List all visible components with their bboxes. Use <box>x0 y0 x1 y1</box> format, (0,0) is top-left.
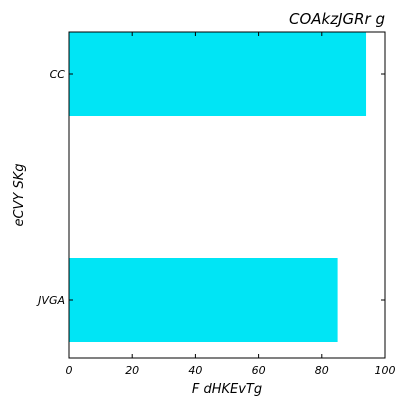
x-axis-label: F dHKEvTg <box>192 382 262 397</box>
y-tick-label: CC <box>50 68 66 81</box>
y-tick-label: JVGA <box>36 294 65 307</box>
bar-cc <box>69 32 367 116</box>
bar-jvga <box>69 258 338 342</box>
x-tick-label: 80 <box>315 364 329 377</box>
plot-frame <box>68 31 386 359</box>
x-tick-label: 60 <box>252 364 266 377</box>
x-tick-label: 0 <box>66 364 73 377</box>
y-axis-label: eCVY SKg <box>12 163 27 226</box>
x-tick-label: 40 <box>188 364 202 377</box>
x-tick-label: 100 <box>375 364 396 377</box>
x-tick-label: 20 <box>125 364 139 377</box>
plot-area: CC JVGA 0 20 40 60 80 100 <box>36 32 396 377</box>
chart-title: COAkzJGRr g <box>289 10 385 28</box>
